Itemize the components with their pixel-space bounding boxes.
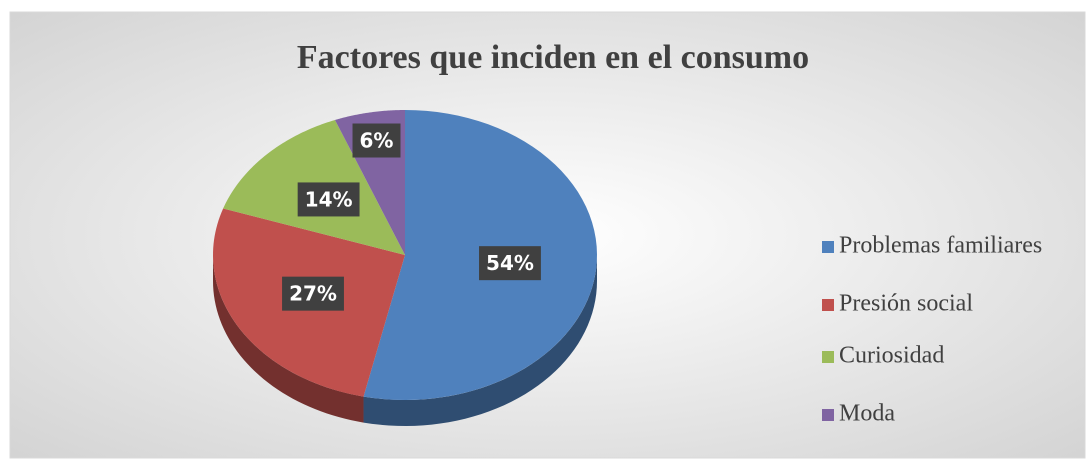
data-label-box [479,246,541,281]
data-label: 54% [479,246,541,281]
legend-swatch [822,241,834,253]
data-label-text: 27% [289,282,337,306]
legend-swatch [822,409,834,421]
data-label: 14% [297,182,360,217]
legend-label: Moda [839,401,895,427]
pie-side [213,255,364,423]
data-label-box [352,123,401,158]
legend-label: Presión social [839,291,973,317]
legend-label: Curiosidad [839,343,944,369]
data-label: 27% [282,276,344,311]
legend-label: Problemas familiares [839,233,1042,259]
data-label-box [297,182,360,217]
chart-title: Factores que inciden en el consumo [297,39,809,76]
pie-side [363,255,597,426]
data-label-text: 6% [360,129,394,153]
data-label: 6% [352,123,401,158]
data-label-text: 14% [305,187,353,211]
legend-swatch [822,299,834,311]
legend-swatch [822,351,834,363]
data-label-text: 54% [486,251,534,275]
data-label-box [282,276,344,311]
